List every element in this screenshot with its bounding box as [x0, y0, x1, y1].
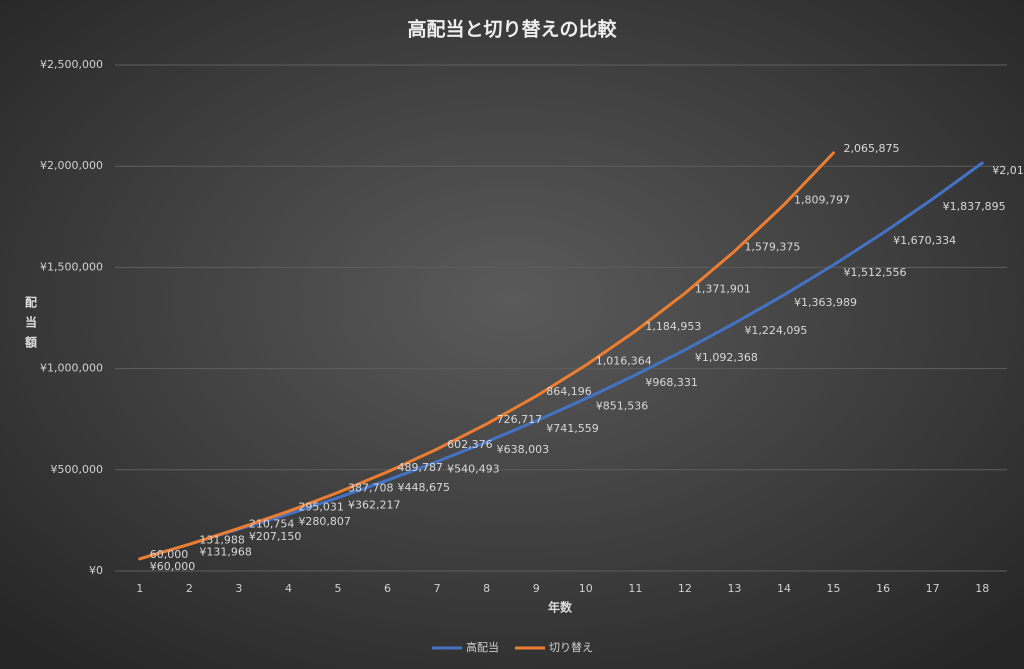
data-label: ¥131,968 — [199, 545, 252, 558]
data-label: ¥1,512,556 — [844, 266, 907, 279]
data-label: ¥968,331 — [645, 376, 698, 389]
x-tick-label: 11 — [628, 582, 642, 595]
x-tick-label: 9 — [533, 582, 540, 595]
chart-title: 高配当と切り替えの比較 — [407, 18, 617, 41]
y-tick-label: ¥500,000 — [51, 463, 104, 476]
x-tick-label: 2 — [186, 582, 193, 595]
x-tick-label: 14 — [777, 582, 791, 595]
data-label: ¥741,559 — [546, 422, 599, 435]
data-label: ¥60,000 — [150, 560, 196, 573]
data-label: 1,016,364 — [596, 354, 652, 367]
y-tick-label: ¥1,500,000 — [40, 260, 103, 273]
data-label: ¥851,536 — [596, 400, 649, 413]
x-tick-label: 8 — [483, 582, 490, 595]
data-label: 1,371,901 — [695, 282, 751, 295]
data-label: 131,988 — [199, 533, 245, 546]
x-tick-label: 10 — [579, 582, 593, 595]
legend-label: 切り替え — [549, 640, 593, 654]
data-label: 864,196 — [546, 385, 592, 398]
data-label: 1,809,797 — [794, 194, 850, 207]
y-tick-label: ¥2,500,000 — [40, 58, 103, 71]
x-tick-label: 12 — [678, 582, 692, 595]
legend-label: 高配当 — [466, 640, 499, 654]
x-tick-label: 6 — [384, 582, 391, 595]
y-axis-title: 配当額 — [24, 295, 38, 356]
data-label: ¥1,837,895 — [943, 200, 1006, 213]
y-tick-label: ¥2,000,000 — [40, 159, 103, 172]
data-label: 726,717 — [497, 413, 542, 426]
data-label: ¥2,015,845 — [992, 164, 1024, 177]
series-line — [138, 161, 984, 561]
x-tick-label: 13 — [727, 582, 741, 595]
x-tick-label: 18 — [975, 582, 989, 595]
x-tick-label: 5 — [335, 582, 342, 595]
data-label: ¥540,493 — [447, 463, 500, 476]
x-tick-label: 3 — [235, 582, 242, 595]
data-label: 295,031 — [298, 500, 344, 513]
data-label: ¥362,217 — [348, 499, 401, 512]
x-tick-label: 16 — [876, 582, 890, 595]
y-tick-label: ¥1,000,000 — [40, 362, 103, 375]
data-label: ¥1,092,368 — [695, 351, 758, 364]
data-label: 602,376 — [447, 438, 493, 451]
data-label: 210,754 — [249, 517, 295, 530]
data-label: ¥638,003 — [497, 443, 549, 456]
data-label: ¥1,224,095 — [744, 324, 807, 337]
data-label: 1,579,375 — [744, 240, 800, 253]
data-label: 1,184,953 — [645, 320, 701, 333]
data-label: 60,000 — [150, 548, 189, 561]
x-tick-label: 4 — [285, 582, 292, 595]
series-line — [138, 151, 836, 561]
x-tick-label: 17 — [926, 582, 940, 595]
data-label: ¥1,363,989 — [794, 296, 857, 309]
data-label: 2,065,875 — [844, 142, 900, 155]
x-tick-label: 15 — [827, 582, 841, 595]
y-tick-label: ¥0 — [89, 564, 103, 577]
data-label: ¥207,150 — [249, 530, 302, 543]
x-tick-label: 7 — [434, 582, 441, 595]
data-label: ¥280,807 — [298, 515, 351, 528]
x-tick-label: 1 — [136, 582, 143, 595]
data-label: 489,787 — [398, 461, 444, 474]
data-label: ¥448,675 — [398, 481, 451, 494]
data-label: ¥1,670,334 — [893, 234, 956, 247]
data-label: 387,708 — [348, 482, 394, 495]
x-axis-title: 年数 — [548, 600, 573, 615]
